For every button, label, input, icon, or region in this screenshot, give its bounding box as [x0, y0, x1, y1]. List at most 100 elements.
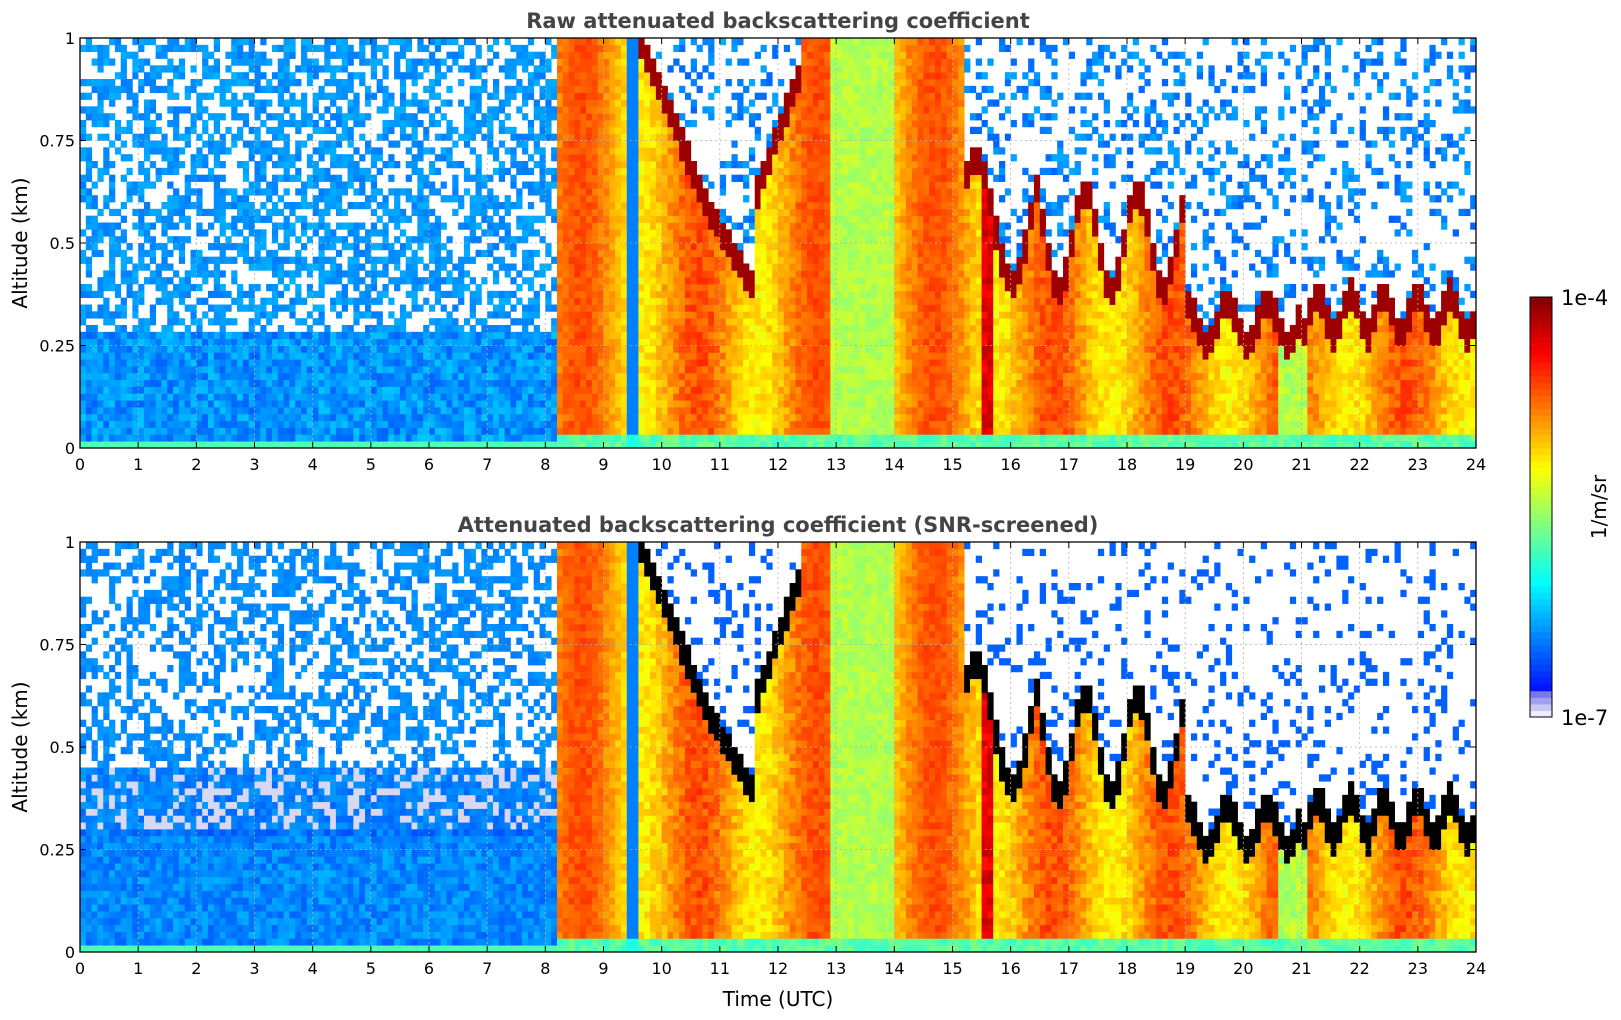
- heatmap-cell: [173, 126, 180, 135]
- heatmap-cell: [318, 167, 325, 176]
- heatmap-cell: [679, 195, 686, 203]
- heatmap-cell: [283, 413, 290, 422]
- heatmap-cell: [702, 174, 709, 182]
- heatmap-cell: [632, 243, 639, 251]
- heatmap-cell: [632, 249, 639, 258]
- heatmap-cell: [271, 284, 279, 292]
- heatmap-cell: [626, 222, 633, 230]
- heatmap-cell: [295, 256, 302, 264]
- heatmap-cell: [632, 58, 639, 66]
- heatmap-cell: [603, 345, 610, 353]
- heatmap-cell: [283, 120, 290, 128]
- heatmap-cell: [522, 277, 529, 285]
- heatmap-cell: [161, 140, 168, 148]
- heatmap-cell: [615, 147, 622, 155]
- heatmap-cell: [283, 359, 290, 367]
- heatmap-cell: [556, 167, 564, 176]
- heatmap-cell: [359, 331, 366, 340]
- heatmap-cell: [475, 366, 482, 374]
- heatmap-cell: [580, 277, 587, 285]
- heatmap-cell: [248, 263, 255, 271]
- heatmap-cell: [591, 72, 599, 80]
- heatmap-cell: [359, 249, 366, 258]
- heatmap-cell: [283, 379, 290, 387]
- heatmap-cell: [202, 174, 209, 182]
- heatmap-cell: [696, 222, 703, 230]
- heatmap-cell: [237, 338, 244, 346]
- heatmap-cell: [586, 161, 593, 169]
- heatmap-cell: [603, 99, 610, 107]
- heatmap-cell: [667, 366, 674, 374]
- heatmap-cell: [632, 331, 639, 340]
- heatmap-cell: [306, 133, 314, 141]
- heatmap-cell: [684, 400, 692, 408]
- heatmap-cell: [481, 181, 488, 189]
- heatmap-cell: [510, 181, 517, 189]
- heatmap-cell: [376, 243, 383, 251]
- heatmap-cell: [516, 284, 523, 292]
- heatmap-cell: [638, 154, 645, 162]
- heatmap-cell: [411, 441, 418, 448]
- heatmap-cell: [143, 441, 151, 448]
- heatmap-cell: [597, 297, 604, 305]
- heatmap-cell: [667, 174, 674, 182]
- heatmap-cell: [551, 400, 558, 408]
- heatmap-cell: [370, 256, 378, 264]
- heatmap-cell: [568, 359, 575, 367]
- heatmap-cell: [184, 188, 191, 196]
- heatmap-cell: [673, 167, 680, 176]
- heatmap-cell: [149, 222, 157, 230]
- heatmap-cell: [126, 92, 133, 100]
- heatmap-cell: [533, 304, 540, 312]
- heatmap-cell: [673, 256, 680, 264]
- heatmap-cell: [620, 284, 628, 292]
- heatmap-cell: [242, 256, 250, 264]
- heatmap-cell: [580, 338, 587, 346]
- heatmap-cell: [527, 338, 535, 346]
- heatmap-cell: [562, 345, 569, 353]
- heatmap-cell: [138, 338, 145, 346]
- heatmap-cell: [580, 400, 587, 408]
- heatmap-cell: [277, 359, 284, 367]
- heatmap-cell: [411, 297, 418, 305]
- heatmap-cell: [178, 297, 186, 305]
- heatmap-cell: [516, 58, 523, 66]
- heatmap-cell: [365, 229, 372, 237]
- heatmap-cell: [551, 215, 558, 223]
- heatmap-cell: [178, 133, 186, 141]
- heatmap-cell: [388, 407, 395, 415]
- heatmap-cell: [97, 290, 104, 299]
- heatmap-cell: [173, 284, 180, 292]
- heatmap-cell: [504, 379, 511, 387]
- heatmap-cell: [190, 249, 197, 258]
- heatmap-cell: [597, 215, 604, 223]
- heatmap-cell: [527, 441, 535, 448]
- heatmap-cell: [440, 366, 447, 374]
- heatmap-cell: [661, 386, 668, 394]
- heatmap-cell: [312, 427, 319, 435]
- heatmap-cell: [80, 441, 87, 448]
- heatmap-cell: [568, 352, 575, 360]
- heatmap-cell: [225, 126, 232, 135]
- heatmap-cell: [533, 215, 540, 223]
- heatmap-cell: [271, 359, 279, 367]
- heatmap-cell: [708, 202, 715, 210]
- heatmap-cell: [388, 325, 395, 333]
- heatmap-cell: [661, 359, 668, 367]
- heatmap-cell: [492, 38, 500, 46]
- heatmap-cell: [318, 434, 325, 442]
- heatmap-cell: [650, 277, 657, 285]
- heatmap-cell: [568, 249, 575, 258]
- heatmap-cell: [708, 256, 715, 264]
- heatmap-cell: [213, 215, 220, 223]
- heatmap-cell: [178, 147, 186, 155]
- heatmap-cell: [615, 229, 622, 237]
- heatmap-cell: [178, 65, 186, 73]
- heatmap-cell: [597, 38, 604, 46]
- heatmap-cell: [394, 441, 401, 448]
- heatmap-cell: [132, 407, 139, 415]
- heatmap-cell: [132, 427, 139, 435]
- heatmap-cell: [708, 181, 715, 189]
- heatmap-cell: [149, 270, 157, 278]
- heatmap-cell: [684, 318, 692, 326]
